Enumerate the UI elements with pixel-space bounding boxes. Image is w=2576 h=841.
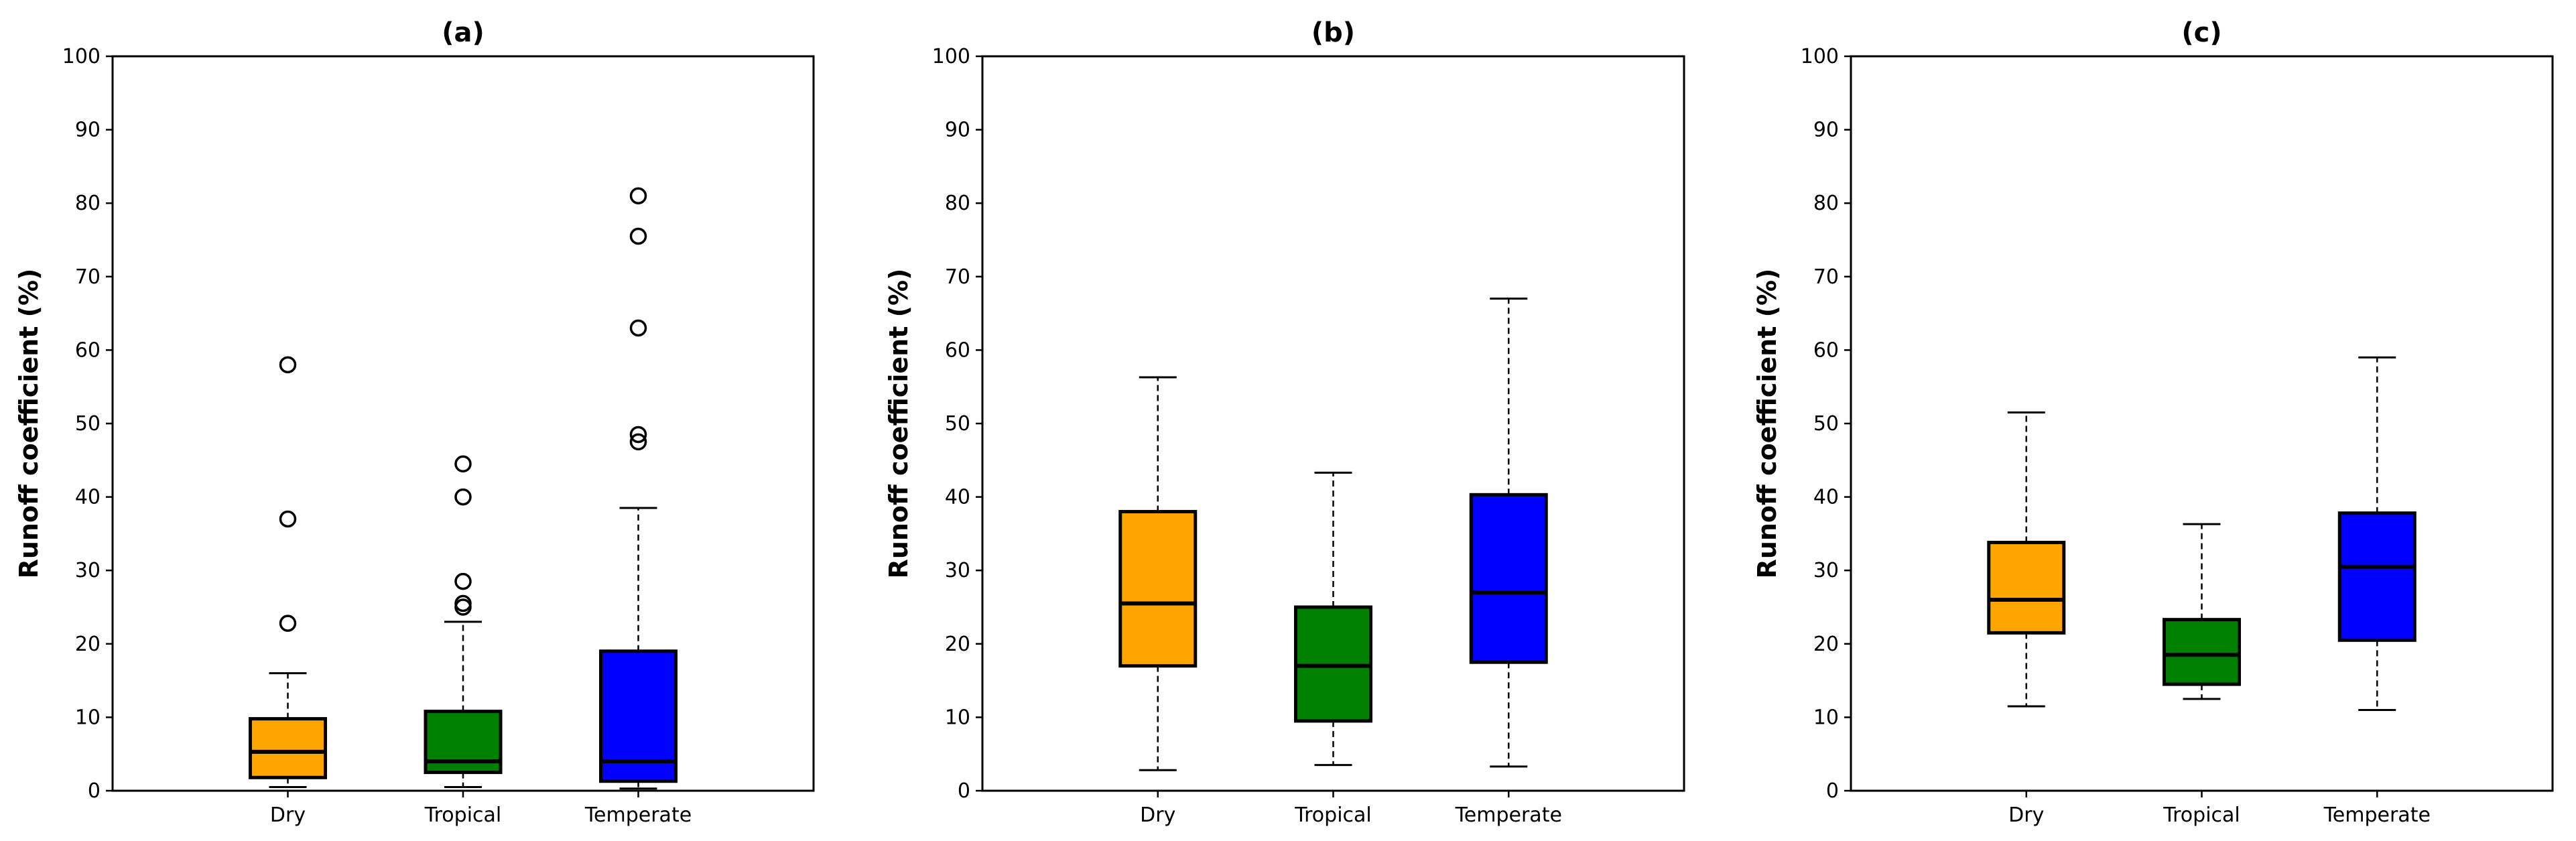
box-tropical <box>424 455 503 789</box>
y-tick-label: 100 <box>932 45 970 68</box>
y-tick-label: 100 <box>62 45 101 68</box>
panel-title: (a) <box>442 17 485 48</box>
panel-a: (a) Runoff coefficient (%) 0 10 20 30 40 50 60 70… <box>14 17 815 827</box>
y-tick-label: 0 <box>88 779 101 803</box>
y-tick-label: 20 <box>75 633 101 656</box>
y-axis-label: Runoff coefficient (%) <box>884 269 913 579</box>
x-tick-label: Dry <box>270 803 306 827</box>
y-tick-label: 70 <box>75 265 101 289</box>
y-tick-label: 20 <box>945 633 970 656</box>
x-tick-label: Dry <box>1140 803 1175 827</box>
y-tick-label: 40 <box>75 486 101 509</box>
y-tick-label: 50 <box>75 412 101 436</box>
box-dry <box>1118 376 1198 771</box>
iqr-box <box>2163 618 2241 686</box>
y-tick-label: 90 <box>75 119 101 142</box>
outlier-point <box>629 433 647 451</box>
panel-title: (c) <box>2181 17 2221 48</box>
y-tick-label: 20 <box>1813 633 1839 656</box>
axes-frame <box>1850 55 2554 792</box>
y-tick-label: 30 <box>1813 559 1839 582</box>
y-tick-label: 80 <box>75 192 101 215</box>
outlier-point <box>279 614 297 632</box>
outlier-point <box>454 455 472 473</box>
y-tick-label: 70 <box>945 265 970 289</box>
y-tick-label: 80 <box>1813 192 1839 215</box>
y-tick-label: 70 <box>1813 265 1839 289</box>
y-tick-label: 30 <box>75 559 101 582</box>
y-tick-label: 30 <box>945 559 970 582</box>
y-tick-label: 60 <box>1813 338 1839 362</box>
x-tick-label: Temperate <box>2323 803 2431 827</box>
x-tick-label: Dry <box>2008 803 2044 827</box>
y-tick-label: 40 <box>945 486 970 509</box>
y-tick-label: 60 <box>945 338 970 362</box>
y-axis-label: Runoff coefficient (%) <box>14 269 44 579</box>
outlier-point <box>454 572 472 590</box>
outlier-point <box>629 187 647 204</box>
y-tick-label: 60 <box>75 338 101 362</box>
y-axis-label: Runoff coefficient (%) <box>1752 269 1782 579</box>
outlier-point <box>629 426 647 444</box>
outlier-point <box>454 594 472 612</box>
outlier-point <box>279 510 297 528</box>
y-tick-label: 10 <box>945 706 970 729</box>
iqr-box <box>1469 493 1548 664</box>
x-tick-label: Temperate <box>1455 803 1562 827</box>
box-dry <box>249 356 327 789</box>
outlier-point <box>279 356 297 374</box>
x-tick-label: Temperate <box>584 803 692 827</box>
x-tick-label: Tropical <box>424 803 502 827</box>
y-tick-label: 90 <box>1813 119 1839 142</box>
outlier-point <box>629 227 647 245</box>
x-tick-label: Tropical <box>2163 803 2240 827</box>
panel-b: (b) Runoff coefficient (%) 0 10 20 30 40 50 60 70… <box>884 17 1685 827</box>
panel-title: (b) <box>1311 17 1355 48</box>
panel-c: (c) Runoff coefficient (%) 0 10 20 30 40 50 60 70… <box>1752 17 2554 827</box>
axes-frame <box>981 55 1685 792</box>
box-temperate <box>1469 298 1548 768</box>
iqr-box <box>1987 541 2066 635</box>
box-temperate <box>2337 356 2417 711</box>
y-tick-label: 0 <box>958 779 970 803</box>
iqr-box <box>1118 510 1198 668</box>
y-tick-label: 80 <box>945 192 970 215</box>
y-tick-label: 90 <box>945 119 970 142</box>
y-tick-label: 10 <box>75 706 101 729</box>
y-tick-label: 50 <box>1813 412 1839 436</box>
axes-frame <box>111 55 815 792</box>
y-tick-label: 10 <box>1813 706 1839 729</box>
iqr-box <box>2337 511 2417 642</box>
box-temperate <box>599 187 678 790</box>
y-tick-label: 50 <box>945 412 970 436</box>
iqr-box <box>249 717 327 779</box>
box-dry <box>1987 411 2066 708</box>
outlier-point <box>454 488 472 506</box>
y-tick-label: 100 <box>1801 45 1839 68</box>
outlier-point <box>629 319 647 337</box>
box-tropical <box>1294 471 1372 767</box>
y-tick-label: 0 <box>1826 779 1839 803</box>
y-tick-label: 40 <box>1813 486 1839 509</box>
box-tropical <box>2163 523 2241 700</box>
x-tick-label: Tropical <box>1294 803 1372 827</box>
